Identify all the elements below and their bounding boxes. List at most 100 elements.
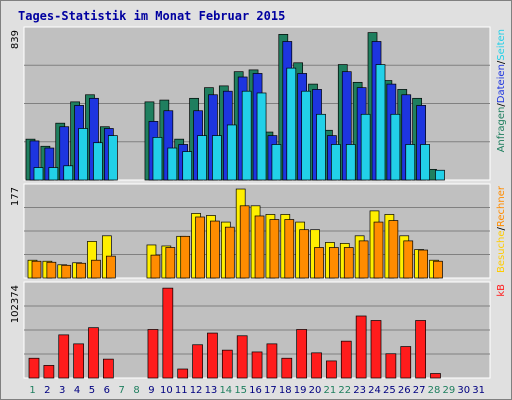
- hosts-bar: [91, 259, 101, 279]
- pages-bar: [286, 67, 297, 181]
- pages-bar: [271, 144, 282, 181]
- legend-entry: Dateien: [496, 64, 507, 103]
- x-tick-label: 10: [160, 385, 173, 396]
- hosts-bar: [299, 229, 310, 279]
- x-tick-label: 31: [472, 385, 485, 396]
- x-tick-label: 9: [148, 385, 154, 396]
- hosts-bar: [433, 260, 443, 279]
- pages-bar: [33, 167, 44, 181]
- hosts-bar: [76, 262, 86, 279]
- hosts-bar: [46, 261, 57, 279]
- hosts-bar: [284, 219, 295, 279]
- hosts-bar: [210, 220, 220, 279]
- kb-bar: [400, 346, 412, 379]
- hosts-bar: [329, 247, 339, 279]
- pages-bar: [345, 144, 356, 181]
- pages-bar: [226, 124, 237, 181]
- pages-bar: [93, 142, 103, 181]
- pages-bar: [435, 169, 445, 181]
- kb-bar: [355, 315, 367, 379]
- kb-bar: [221, 349, 233, 379]
- hosts-bar: [31, 260, 42, 279]
- x-tick-label: 17: [264, 385, 277, 396]
- x-tick-label: 12: [190, 385, 203, 396]
- hosts-bar: [224, 226, 235, 279]
- pages-bar: [360, 113, 371, 181]
- legend-bottom: kB: [496, 284, 507, 297]
- x-tick-label: 14: [219, 385, 232, 396]
- kb-bar: [207, 332, 218, 379]
- legend-entry: /: [496, 60, 507, 64]
- hosts-bar: [388, 220, 399, 279]
- hosts-bar: [343, 247, 354, 279]
- kb-bar: [102, 358, 114, 379]
- x-tick-label: 13: [205, 385, 218, 396]
- x-tick-label: 29: [442, 385, 455, 396]
- hosts-bar: [269, 219, 280, 279]
- x-tick-label: 16: [249, 385, 262, 396]
- pages-bar: [78, 128, 88, 181]
- kb-bar: [58, 334, 70, 379]
- pages-bar: [390, 113, 401, 181]
- hosts-bar: [254, 215, 265, 279]
- pages-bar: [420, 144, 430, 181]
- kb-bar: [430, 373, 441, 379]
- x-tick-label: 24: [368, 385, 381, 396]
- kb-bar: [415, 320, 426, 379]
- x-tick-label: 23: [353, 385, 366, 396]
- kb-bar: [266, 343, 278, 379]
- legend-middle: Besuche/Rechner: [496, 185, 507, 273]
- y-max-label: 177: [10, 187, 21, 206]
- x-tick-label: 25: [383, 385, 396, 396]
- x-tick-label: 21: [324, 385, 337, 396]
- pages-bar: [331, 144, 341, 181]
- x-tick-label: 11: [175, 385, 188, 396]
- x-tick-label: 20: [309, 385, 322, 396]
- pages-bar: [107, 135, 118, 181]
- kb-bar: [296, 329, 308, 379]
- pages-bar: [63, 165, 74, 181]
- chart-title: Tages-Statistik im Monat Februar 2015: [18, 9, 286, 23]
- x-tick-label: 3: [59, 385, 65, 396]
- hosts-bar: [61, 264, 72, 279]
- x-tick-label: 2: [44, 385, 50, 396]
- x-tick-label: 6: [104, 385, 110, 396]
- hosts-bar: [195, 216, 205, 279]
- kb-bar: [73, 343, 84, 379]
- x-tick-label: 30: [457, 385, 470, 396]
- pages-bar: [212, 135, 222, 181]
- hosts-bar: [150, 254, 161, 279]
- kb-bar: [88, 327, 99, 379]
- pages-bar: [197, 135, 207, 181]
- kb-bar: [311, 352, 322, 379]
- kb-bar: [43, 365, 55, 379]
- kb-bar: [192, 344, 203, 379]
- x-tick-label: 1: [29, 385, 35, 396]
- hosts-bar: [358, 240, 369, 279]
- x-tick-label: 4: [74, 385, 80, 396]
- x-tick-label: 27: [413, 385, 426, 396]
- x-tick-label: 19: [294, 385, 307, 396]
- hosts-bar: [403, 240, 414, 279]
- legend-entry: kB: [496, 284, 507, 297]
- hosts-bar: [373, 221, 384, 279]
- x-tick-label: 15: [234, 385, 247, 396]
- x-tick-label: 18: [279, 385, 292, 396]
- hosts-bar: [105, 255, 116, 279]
- legend-entry: /: [496, 103, 507, 107]
- kb-bar: [236, 335, 248, 379]
- hosts-bar: [314, 247, 324, 279]
- kb-bar: [326, 360, 337, 379]
- pages-bar: [152, 137, 163, 181]
- pages-bar: [167, 147, 178, 181]
- kb-bar: [251, 351, 263, 379]
- x-tick-label: 7: [119, 385, 125, 396]
- kb-bar: [370, 320, 382, 379]
- kb-bar: [385, 353, 397, 379]
- x-tick-label: 22: [338, 385, 351, 396]
- kb-bar: [28, 357, 40, 379]
- y-max-label: 102374: [10, 285, 21, 323]
- hosts-bar: [180, 235, 191, 279]
